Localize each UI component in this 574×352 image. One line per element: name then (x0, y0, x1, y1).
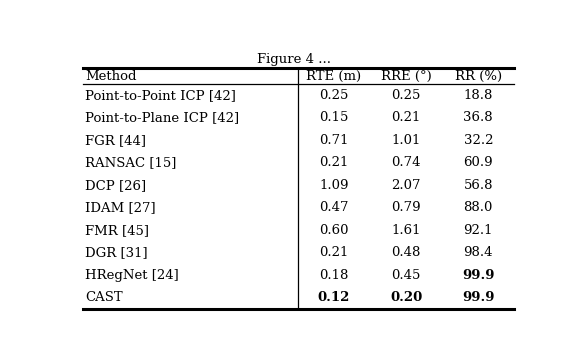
Text: 0.18: 0.18 (319, 269, 348, 282)
Text: 0.25: 0.25 (391, 89, 421, 102)
Text: 1.61: 1.61 (391, 224, 421, 237)
Text: RANSAC [15]: RANSAC [15] (85, 157, 176, 170)
Text: 2.07: 2.07 (391, 179, 421, 192)
Text: RTE (m): RTE (m) (307, 70, 362, 83)
Text: 0.47: 0.47 (319, 201, 348, 214)
Text: 0.79: 0.79 (391, 201, 421, 214)
Text: FGR [44]: FGR [44] (85, 134, 146, 147)
Text: 88.0: 88.0 (464, 201, 493, 214)
Text: 0.21: 0.21 (319, 246, 348, 259)
Text: Point-to-Plane ICP [42]: Point-to-Plane ICP [42] (85, 112, 239, 125)
Text: 1.01: 1.01 (391, 134, 421, 147)
Text: 0.74: 0.74 (391, 157, 421, 170)
Text: 98.4: 98.4 (464, 246, 493, 259)
Text: 0.12: 0.12 (317, 291, 350, 304)
Text: HRegNet [24]: HRegNet [24] (85, 269, 179, 282)
Text: IDAM [27]: IDAM [27] (85, 201, 156, 214)
Text: 0.21: 0.21 (391, 112, 421, 125)
Text: 0.48: 0.48 (391, 246, 421, 259)
Text: 0.60: 0.60 (319, 224, 348, 237)
Text: 60.9: 60.9 (463, 157, 493, 170)
Text: 0.25: 0.25 (319, 89, 348, 102)
Text: 1.09: 1.09 (319, 179, 348, 192)
Text: Point-to-Point ICP [42]: Point-to-Point ICP [42] (85, 89, 236, 102)
Text: Method: Method (85, 70, 137, 83)
Text: 0.21: 0.21 (319, 157, 348, 170)
Text: 0.71: 0.71 (319, 134, 348, 147)
Text: RR (%): RR (%) (455, 70, 502, 83)
Text: 32.2: 32.2 (464, 134, 493, 147)
Text: 99.9: 99.9 (462, 269, 495, 282)
Text: 18.8: 18.8 (464, 89, 493, 102)
Text: 99.9: 99.9 (462, 291, 495, 304)
Text: DCP [26]: DCP [26] (85, 179, 146, 192)
Text: 0.15: 0.15 (319, 112, 348, 125)
Text: FMR [45]: FMR [45] (85, 224, 149, 237)
Text: 0.45: 0.45 (391, 269, 421, 282)
Text: RRE (°): RRE (°) (381, 70, 432, 83)
Text: 56.8: 56.8 (464, 179, 493, 192)
Text: 36.8: 36.8 (463, 112, 493, 125)
Text: 92.1: 92.1 (464, 224, 493, 237)
Text: DGR [31]: DGR [31] (85, 246, 148, 259)
Text: CAST: CAST (85, 291, 123, 304)
Text: 0.20: 0.20 (390, 291, 422, 304)
Text: Figure 4 ...: Figure 4 ... (257, 53, 331, 66)
